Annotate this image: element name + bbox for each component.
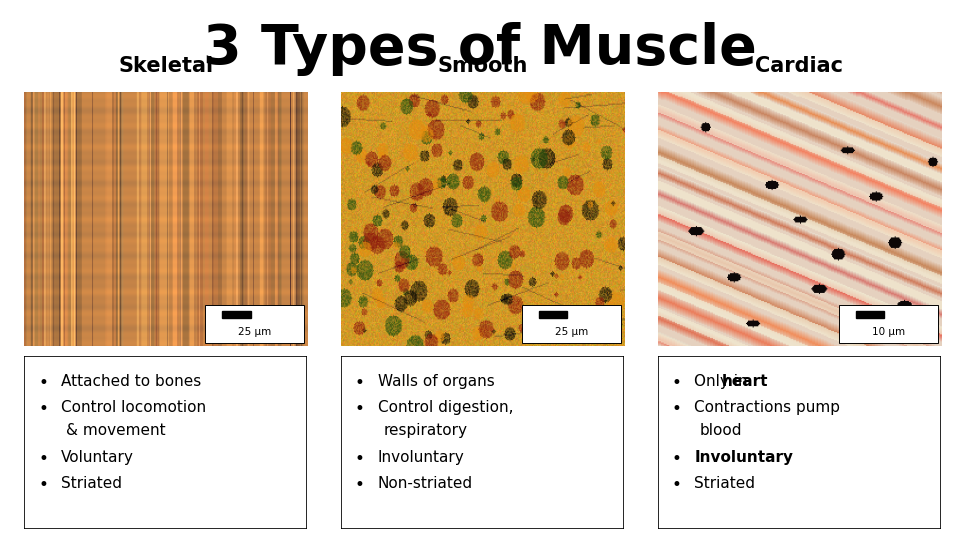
Text: Striated: Striated: [60, 476, 122, 491]
Text: Non-striated: Non-striated: [377, 476, 472, 491]
Text: Smooth: Smooth: [437, 56, 528, 76]
Text: •: •: [38, 476, 48, 495]
Text: Control digestion,: Control digestion,: [377, 401, 513, 415]
Text: Voluntary: Voluntary: [60, 450, 133, 465]
Text: •: •: [672, 401, 682, 418]
Text: •: •: [672, 450, 682, 468]
Text: respiratory: respiratory: [383, 423, 468, 438]
Text: Walls of organs: Walls of organs: [377, 374, 494, 389]
Text: •: •: [38, 401, 48, 418]
FancyBboxPatch shape: [839, 305, 938, 343]
Text: Contractions pump: Contractions pump: [694, 401, 840, 415]
Text: Involuntary: Involuntary: [694, 450, 793, 465]
Text: Involuntary: Involuntary: [377, 450, 465, 465]
Text: Cardiac: Cardiac: [756, 56, 843, 76]
Bar: [222, 312, 251, 318]
Text: •: •: [672, 476, 682, 495]
Bar: [540, 312, 567, 318]
Text: •: •: [355, 476, 365, 495]
Text: •: •: [355, 401, 365, 418]
Bar: [855, 312, 884, 318]
Text: Control locomotion: Control locomotion: [60, 401, 206, 415]
Text: & movement: & movement: [66, 423, 166, 438]
Text: 10 μm: 10 μm: [872, 327, 905, 337]
Text: Skeletal: Skeletal: [118, 56, 213, 76]
Text: •: •: [38, 374, 48, 391]
FancyBboxPatch shape: [522, 305, 621, 343]
FancyBboxPatch shape: [205, 305, 304, 343]
Text: Only in: Only in: [694, 374, 753, 389]
Text: 25 μm: 25 μm: [555, 327, 588, 337]
Text: Attached to bones: Attached to bones: [60, 374, 201, 389]
Text: blood: blood: [700, 423, 743, 438]
Text: 25 μm: 25 μm: [238, 327, 272, 337]
Text: 3 Types of Muscle: 3 Types of Muscle: [204, 22, 756, 76]
Text: •: •: [672, 374, 682, 391]
Text: •: •: [355, 450, 365, 468]
Text: •: •: [355, 374, 365, 391]
Text: •: •: [38, 450, 48, 468]
Text: heart: heart: [722, 374, 768, 389]
Text: Striated: Striated: [694, 476, 756, 491]
